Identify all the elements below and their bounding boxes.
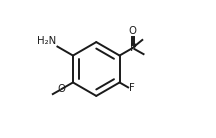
Text: F: F [129,83,135,93]
Text: O: O [129,26,137,36]
Text: P: P [129,43,136,53]
Text: O: O [58,84,66,94]
Text: H₂N: H₂N [38,36,57,46]
